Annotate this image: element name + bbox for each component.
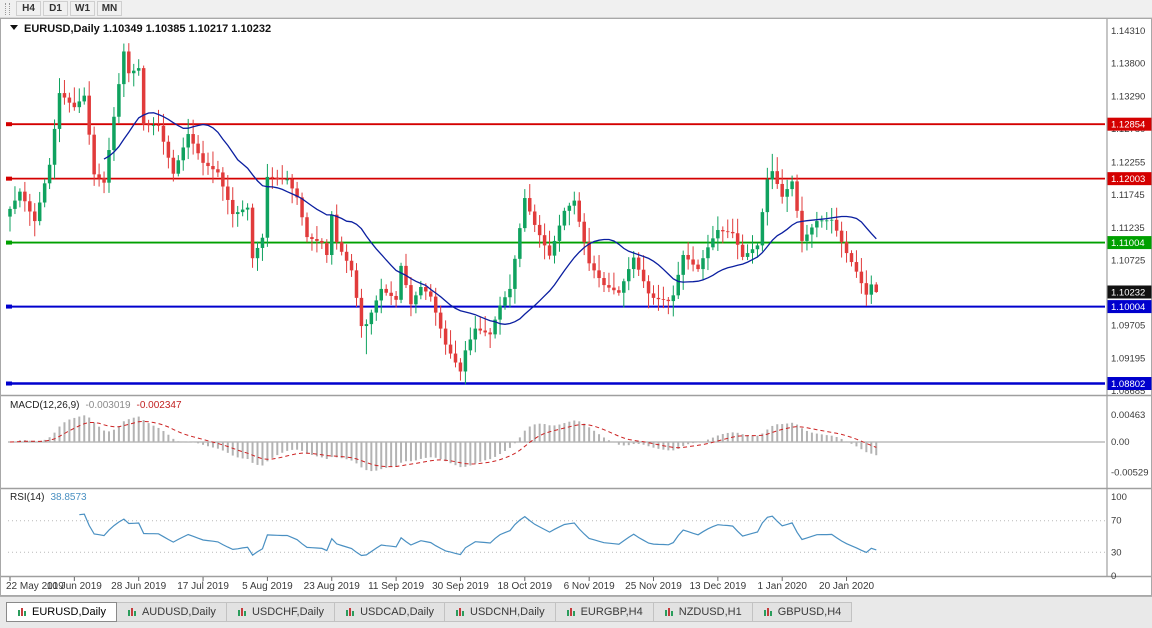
timeframe-button-mn[interactable]: MN	[97, 1, 122, 16]
mini-chart-icon	[127, 607, 137, 617]
rsi-panel-label: RSI(14) 38.8573	[10, 492, 87, 503]
macd-panel-label: MACD(12,26,9) -0.003019 -0.002347	[10, 400, 182, 411]
svg-text:1.11745: 1.11745	[1111, 190, 1145, 201]
chart-tab-label: USDCNH,Daily	[470, 606, 545, 618]
svg-text:100: 100	[1111, 492, 1127, 503]
svg-text:10 Jun 2019: 10 Jun 2019	[47, 581, 102, 592]
svg-text:5 Aug 2019: 5 Aug 2019	[242, 581, 293, 592]
chart-tab-label: EURGBP,H4	[580, 606, 643, 618]
svg-text:1 Jan 2020: 1 Jan 2020	[757, 581, 807, 592]
svg-text:1.10004: 1.10004	[1111, 302, 1145, 313]
svg-text:1.11004: 1.11004	[1111, 238, 1145, 249]
svg-text:30 Sep 2019: 30 Sep 2019	[432, 581, 489, 592]
svg-text:-0.00529: -0.00529	[1111, 468, 1149, 479]
svg-text:0.00463: 0.00463	[1111, 410, 1145, 421]
rsi-name: RSI(14)	[10, 492, 44, 503]
timeframe-button-d1[interactable]: D1	[43, 1, 68, 16]
chart-tab-eurgbp-h4[interactable]: EURGBP,H4	[554, 602, 653, 622]
svg-text:13 Dec 2019: 13 Dec 2019	[689, 581, 746, 592]
chart-tab-eurusd-daily[interactable]: EURUSD,Daily	[6, 602, 117, 622]
chart-overlay: EURUSD,Daily 1.10349 1.10385 1.10217 1.1…	[10, 23, 271, 503]
chart-tab-nzdusd-h1[interactable]: NZDUSD,H1	[652, 602, 752, 622]
svg-text:1.13800: 1.13800	[1111, 59, 1145, 70]
symbol-dropdown-icon[interactable]	[10, 25, 18, 30]
chart-tab-usdcad-daily[interactable]: USDCAD,Daily	[334, 602, 445, 622]
mini-chart-icon	[237, 607, 247, 617]
hlines-layer	[6, 122, 1105, 386]
svg-text:25 Nov 2019: 25 Nov 2019	[625, 581, 682, 592]
chart-area[interactable]: 1.143101.138001.132901.127801.122551.117…	[0, 18, 1152, 596]
svg-text:1.12854: 1.12854	[1111, 120, 1145, 131]
indicator-panels-layer	[8, 415, 1105, 557]
svg-text:1.09705: 1.09705	[1111, 321, 1145, 332]
chart-tab-usdcnh-daily[interactable]: USDCNH,Daily	[444, 602, 555, 622]
svg-text:1.13290: 1.13290	[1111, 91, 1145, 102]
chart-tab-usdchf-daily[interactable]: USDCHF,Daily	[225, 602, 335, 622]
svg-text:0: 0	[1111, 571, 1116, 582]
svg-text:1.10232: 1.10232	[1111, 287, 1145, 298]
svg-text:28 Jun 2019: 28 Jun 2019	[111, 581, 166, 592]
chart-tab-label: GBPUSD,H4	[777, 606, 842, 618]
mini-chart-icon	[763, 607, 773, 617]
chart-tab-label: USDCAD,Daily	[360, 606, 435, 618]
mini-chart-icon	[17, 607, 27, 617]
chart-tab-audusd-daily[interactable]: AUDUSD,Daily	[116, 602, 226, 622]
svg-text:1.10725: 1.10725	[1111, 255, 1145, 266]
chart-tab-label: USDCHF,Daily	[251, 606, 325, 618]
mini-chart-icon	[345, 607, 355, 617]
rsi-value: 38.8573	[50, 492, 87, 503]
svg-text:22 May 2019: 22 May 2019	[6, 581, 64, 592]
moving-average-layer	[103, 112, 877, 325]
chart-tabbar: EURUSD,Daily AUDUSD,Daily USDCHF,Daily USDC…	[0, 596, 1152, 628]
svg-text:20 Jan 2020: 20 Jan 2020	[819, 581, 874, 592]
timeframe-button-h4[interactable]: H4	[16, 1, 41, 16]
chart-tab-label: NZDUSD,H1	[678, 606, 742, 618]
axes-layer: 1.143101.138001.132901.127801.122551.117…	[0, 18, 1152, 596]
timeframe-toolbar: H4 D1 W1 MN	[0, 0, 1152, 18]
svg-text:1.11235: 1.11235	[1111, 223, 1145, 234]
svg-text:1.12003: 1.12003	[1111, 174, 1145, 185]
svg-text:11 Sep 2019: 11 Sep 2019	[368, 581, 424, 592]
svg-text:70: 70	[1111, 516, 1122, 527]
svg-text:1.08685: 1.08685	[1111, 386, 1145, 397]
svg-text:30: 30	[1111, 547, 1122, 558]
svg-text:0.00: 0.00	[1111, 437, 1130, 448]
chart-tab-label: EURUSD,Daily	[32, 606, 106, 618]
svg-text:17 Jul 2019: 17 Jul 2019	[177, 581, 229, 592]
mini-chart-icon	[664, 607, 674, 617]
macd-name: MACD(12,26,9)	[10, 400, 79, 411]
svg-text:1.09195: 1.09195	[1111, 353, 1145, 364]
svg-text:1.12255: 1.12255	[1111, 158, 1145, 169]
timeframe-toolbar-buttons: H4 D1 W1 MN	[16, 1, 124, 16]
toolbar-drag-handle[interactable]	[5, 2, 10, 15]
svg-text:1.14310: 1.14310	[1111, 26, 1145, 37]
chart-tab-label: AUDUSD,Daily	[141, 606, 216, 618]
svg-text:6 Nov 2019: 6 Nov 2019	[564, 581, 616, 592]
chart-tab-gbpusd-h4[interactable]: GBPUSD,H4	[751, 602, 853, 622]
mini-chart-icon	[566, 607, 576, 617]
svg-text:1.08802: 1.08802	[1111, 379, 1145, 390]
chart-ohlc-title: EURUSD,Daily 1.10349 1.10385 1.10217 1.1…	[24, 23, 271, 35]
macd-main-value: -0.003019	[85, 400, 130, 411]
timeframe-button-w1[interactable]: W1	[70, 1, 95, 16]
mini-chart-icon	[455, 607, 465, 617]
svg-text:18 Oct 2019: 18 Oct 2019	[498, 581, 553, 592]
svg-text:23 Aug 2019: 23 Aug 2019	[304, 581, 361, 592]
macd-signal-value: -0.002347	[137, 400, 182, 411]
